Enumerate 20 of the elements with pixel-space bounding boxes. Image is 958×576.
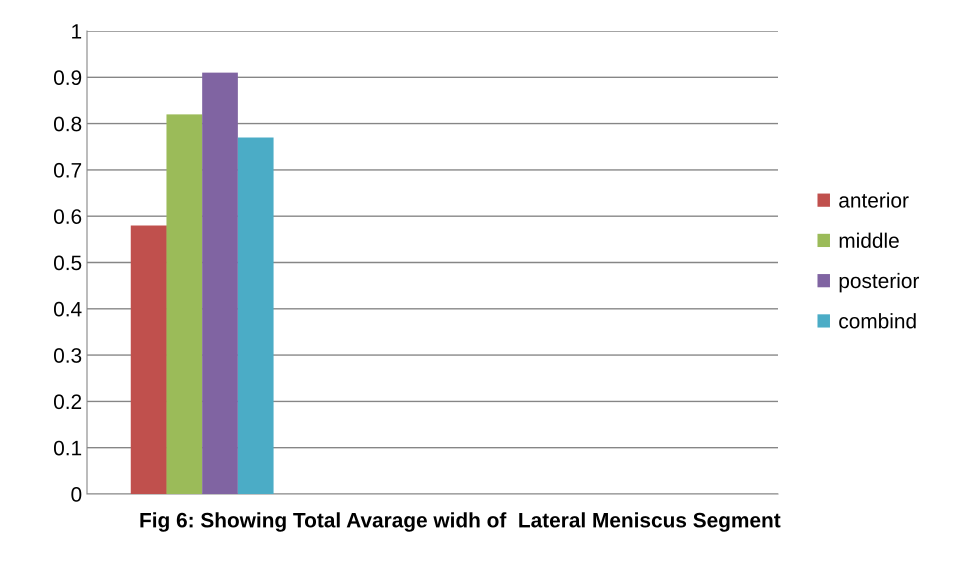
legend-label: anterior: [839, 192, 909, 208]
y-tick-label: 0.2: [54, 394, 82, 410]
y-tick-label: 0.1: [54, 440, 82, 456]
y-tick-label: 0.8: [54, 116, 82, 132]
y-tick-label: 0.4: [54, 302, 82, 317]
y-tick-label: 0.6: [54, 209, 82, 224]
y-tick-label: 1: [72, 24, 82, 39]
y-tick-label: 0.7: [54, 162, 82, 178]
legend-label: posterior: [840, 272, 920, 292]
bar: [238, 137, 274, 494]
bar: [166, 114, 202, 494]
y-tick-label: 0: [71, 487, 82, 502]
text: Fig 6: Showing Total Avarage widh of Lateral Meniscus Segment: [140, 512, 780, 532]
bar: [130, 225, 166, 494]
y-tick-label: 0.3: [54, 348, 82, 363]
legend-label: middle: [840, 232, 899, 248]
bar: [202, 72, 238, 494]
y-tick-label: 0.5: [54, 256, 82, 270]
legend-label: combind: [839, 313, 916, 328]
y-tick-label: 0.9: [54, 70, 82, 86]
